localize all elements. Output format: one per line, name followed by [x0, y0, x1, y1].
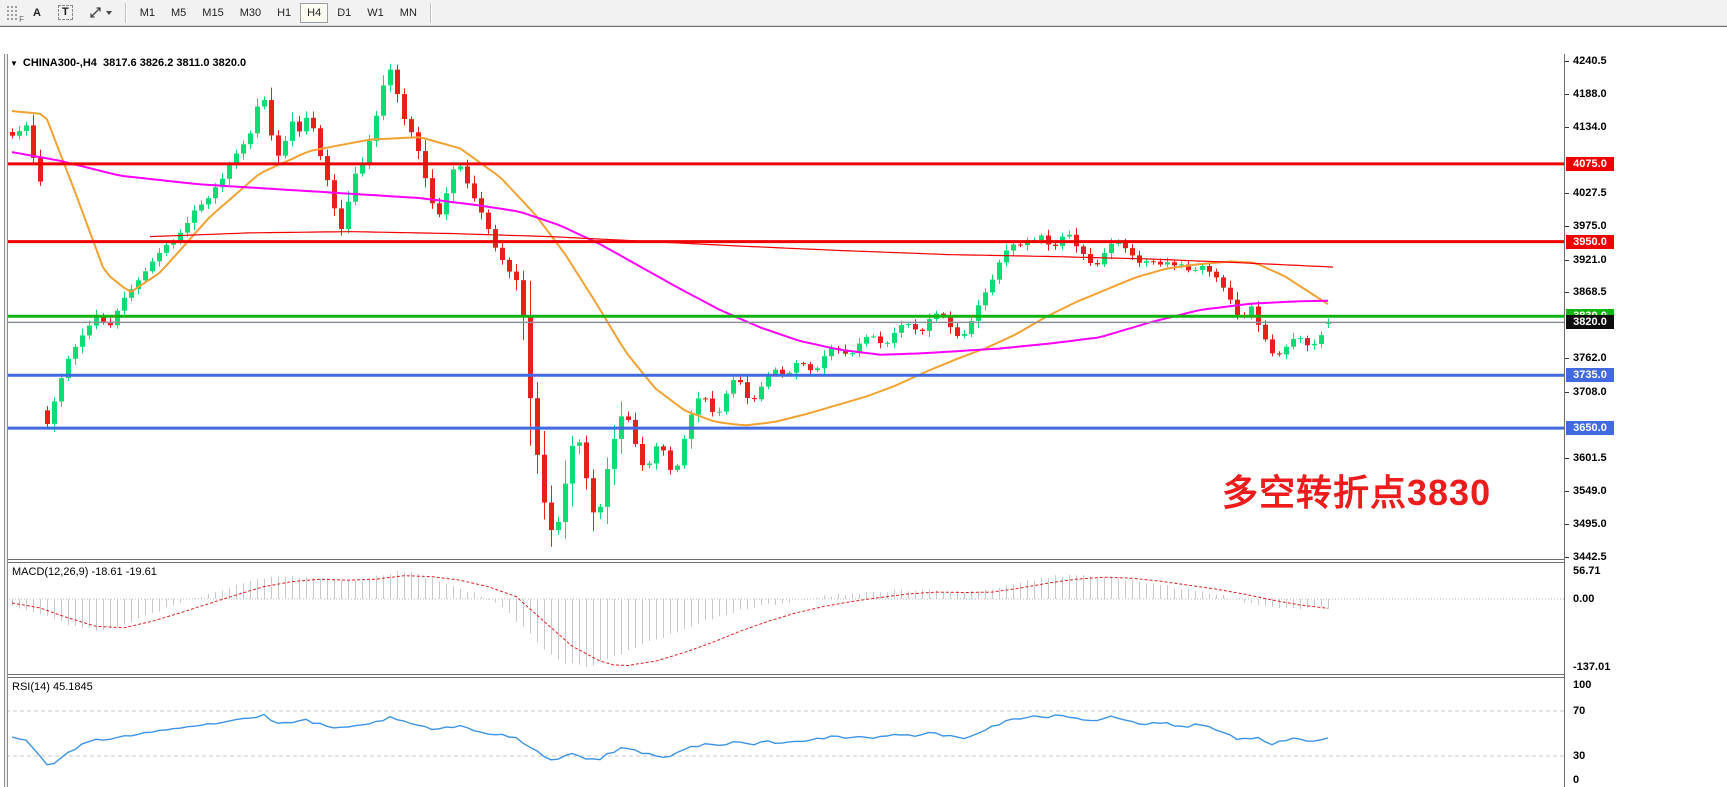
price-badge: 4075.0: [1566, 156, 1614, 171]
toolbar: F A T M1 M5 M15 M30 H1 H4 D1 W1 MN: [0, 0, 1727, 26]
price-tick: [1565, 259, 1569, 261]
toolbar-grip-handle[interactable]: F: [6, 4, 24, 24]
macd-panel-canvas[interactable]: [6, 563, 1564, 674]
price-tick: [1565, 458, 1569, 460]
price-tick-label: 3495.0: [1573, 518, 1607, 531]
price-tick: [1565, 392, 1569, 393]
price-badge: 3735.0: [1566, 368, 1614, 383]
price-tick: [1565, 127, 1569, 129]
timeframe-button-m5[interactable]: M5: [164, 3, 193, 23]
chart-annotation-text: 多空转折点3830: [1222, 472, 1492, 513]
price-tick: [1565, 557, 1569, 559]
macd-level-label: -137.01: [1573, 660, 1611, 673]
symbol-ohlc-text: CHINA300-,H4 3817.6 3826.2 3811.0 3820.0: [22, 57, 247, 69]
timeframe-button-h1[interactable]: H1: [270, 3, 298, 23]
price-tick: [1565, 292, 1569, 294]
price-tick: [1565, 193, 1569, 195]
price-tick-label: 4027.5: [1573, 187, 1607, 200]
timeframe-group: M1 M5 M15 M30 H1 H4 D1 W1 MN: [132, 2, 425, 23]
macd-signal-line: [11, 575, 1329, 667]
ma-slow-line: [149, 231, 1334, 268]
price-tick-label: 3921.0: [1573, 253, 1607, 266]
candlestick-series: [10, 63, 1331, 547]
timeframe-button-mn[interactable]: MN: [393, 3, 424, 23]
price-tick-label: 3975.0: [1573, 220, 1607, 233]
rsi-level-label: 0: [1573, 774, 1580, 786]
window-left-edge: [4, 54, 8, 787]
text-tool-button[interactable]: T: [51, 3, 80, 23]
rsi-level-label: 30: [1573, 750, 1586, 762]
ma-mid-line: [11, 151, 1329, 356]
symbol-ohlc-readout[interactable]: ▼ CHINA300-,H4 3817.6 3826.2 3811.0 3820…: [10, 57, 246, 69]
chart-window: ▼ CHINA300-,H4 3817.6 3826.2 3811.0 3820…: [0, 26, 1727, 787]
price-badge: 3820.0: [1566, 315, 1614, 330]
rsi-level-label: 100: [1573, 679, 1592, 691]
dropdown-caret-icon: [105, 10, 112, 15]
timeframe-button-m30[interactable]: M30: [233, 3, 268, 23]
timeframe-button-m15[interactable]: M15: [195, 3, 230, 23]
rsi-panel-canvas[interactable]: [6, 678, 1564, 787]
macd-level-label: 56.71: [1573, 564, 1601, 577]
price-tick-label: 3442.5: [1573, 551, 1607, 564]
price-tick-label: 3601.5: [1573, 452, 1607, 465]
toolbar-separator: [429, 2, 432, 23]
text-tool-label: T: [58, 5, 73, 20]
rsi-line: [11, 713, 1329, 766]
price-tick-label: 4134.0: [1573, 121, 1607, 134]
timeframe-button-h4[interactable]: H4: [300, 2, 329, 23]
macd-histogram: [12, 570, 1329, 668]
price-tick-label: 4188.0: [1573, 87, 1607, 100]
price-tick-label: 4240.5: [1573, 55, 1607, 67]
price-chart-canvas[interactable]: [6, 54, 1564, 559]
price-tick: [1565, 490, 1569, 492]
price-badge: 3950.0: [1566, 234, 1614, 249]
price-tick: [1565, 524, 1569, 526]
macd-indicator-label: MACD(12,26,9) -18.61 -19.61: [12, 566, 157, 578]
timeframe-button-d1[interactable]: D1: [330, 3, 358, 23]
chart-menu-caret-icon[interactable]: ▼: [10, 58, 18, 68]
timeframe-button-m1[interactable]: M1: [133, 3, 162, 23]
panel-splitter[interactable]: [6, 559, 1727, 563]
price-tick-label: 3708.0: [1573, 386, 1607, 398]
rsi-level-label: 70: [1573, 705, 1586, 717]
rsi-indicator-label: RSI(14) 45.1845: [12, 681, 93, 693]
price-tick-label: 3868.5: [1573, 286, 1607, 299]
price-tick: [1565, 358, 1569, 360]
price-tick: [1565, 61, 1569, 62]
cursor-tool-button[interactable]: [82, 3, 119, 23]
ma-fast-line: [11, 110, 1329, 427]
price-tick: [1565, 93, 1569, 95]
price-tick-label: 3549.0: [1573, 484, 1607, 497]
price-badge: 3650.0: [1566, 421, 1614, 436]
price-tick: [1565, 226, 1569, 228]
macd-level-label: 0.00: [1573, 593, 1595, 605]
timeframe-button-w1[interactable]: W1: [360, 3, 391, 23]
grip-f-label: F: [19, 14, 24, 24]
panel-splitter[interactable]: [6, 674, 1727, 678]
toolbar-separator: [124, 2, 127, 23]
price-axis: 4240.5 4188.0 4134.0 4027.5 3975.0 3921.0 3868…: [1564, 54, 1727, 787]
crossed-arrows-icon: [90, 7, 101, 18]
arrow-tool-button[interactable]: A: [25, 3, 49, 23]
price-tick-label: 3762.0: [1573, 352, 1607, 365]
